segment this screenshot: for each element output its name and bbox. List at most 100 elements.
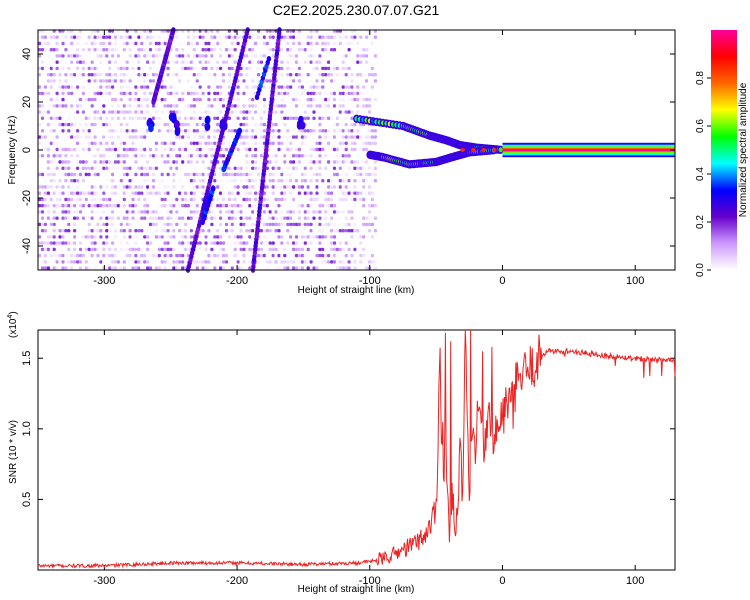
spectrogram-noise-cell [330,154,334,158]
spectrogram-noise-cell [181,122,185,127]
spectrogram-noise-cell [294,97,299,102]
spectrogram-noise-cell [81,191,85,195]
spectrogram-noise-cell [297,247,301,252]
spectrogram-noise-cell [181,241,185,245]
spectrogram-noise-cell [128,141,132,145]
spectrogram-noise-cell [105,79,109,83]
spectrogram-noise-cell [262,110,266,114]
spectrogram-noise-cell [204,222,208,227]
spectrogram-noise-cell [111,141,115,145]
spectrogram-noise-cell [137,110,141,114]
spectrogram-noise-cell [230,48,234,52]
spectrogram-noise-cell [178,79,182,83]
spectrogram-noise-cell [280,41,284,46]
spectrogram-noise-cell [189,241,193,245]
spectrogram-noise-cell [78,204,83,208]
spectrogram-noise-cell [254,54,258,58]
spectrogram-noise-cell [294,210,299,214]
spectrogram-noise-cell [146,266,150,270]
spectrogram-noise-cell [318,91,322,96]
spectrogram-noise-cell [344,41,348,46]
spectrogram-noise-cell [297,210,301,214]
spectrogram-noise-cell [181,216,185,220]
spectrogram-noise-cell [122,216,126,220]
spectrogram-noise-cell [207,97,211,102]
spectrogram-noise-cell [312,147,316,152]
spectrogram-noise-cell [111,191,115,195]
spectrogram-noise-cell [324,48,328,52]
spectrogram-noise-cell [280,110,284,114]
spectrogram-noise-cell [365,166,369,170]
spectrogram-noise-cell [289,210,293,214]
spectrogram-noise-cell [43,41,47,46]
spectrogram-noise-cell [58,235,62,239]
spectrogram-noise-cell [102,191,106,195]
spectrogram-noise-cell [350,204,354,208]
spectrogram-noise-cell [102,241,106,245]
spectrogram-noise-cell [315,185,319,189]
spectrogram-noise-cell [184,147,188,152]
spectrogram-noise-cell [347,166,351,170]
spectrogram-noise-cell [166,154,170,158]
spectrogram-noise-cell [178,160,182,164]
spectrogram-noise-cell [271,41,275,46]
spectrogram-noise-cell [87,97,91,102]
spectrogram-noise-cell [148,253,153,258]
spectrogram-noise-cell [213,48,217,52]
spectrogram-noise-cell [186,241,191,245]
spectrogram-noise-cell [365,54,369,58]
spectrogram-noise-cell [262,129,266,133]
spectrogram-noise-cell [78,247,83,252]
spectrogram-noise-cell [93,166,97,170]
spectrogram-noise-cell [99,41,103,46]
spectrogram-noise-cell [315,79,319,83]
spectrogram-noise-cell [163,247,167,252]
spectrogram-noise-cell [102,266,106,270]
spectrogram-noise-cell [169,141,173,145]
spectrogram-noise-cell [90,210,94,214]
spectrogram-noise-cell [292,222,296,227]
spectrogram-noise-cell [280,85,284,89]
spectrogram-noise-cell [73,166,77,170]
spectrogram-noise-cell [131,60,135,64]
spectrogram-noise-cell [274,129,278,133]
spectrogram-noise-cell [297,222,301,227]
spectrogram-noise-cell [178,41,182,46]
spectrogram-noise-cell [64,147,68,152]
spectrogram-noise-cell [90,135,94,139]
spectrogram-noise-cell [137,197,141,202]
spectrogram-noise-cell [137,235,141,239]
spectrogram-noise-cell [330,185,334,189]
spectrogram-noise-cell [286,41,290,46]
spectrogram-noise-cell [239,135,243,139]
spectrogram-noise-cell [227,197,231,202]
spectrogram-noise-cell [353,147,357,152]
spectrogram-noise-cell [178,260,182,264]
spectrogram-noise-cell [324,235,328,239]
spectrogram-noise-cell [344,229,348,233]
spectrogram-noise-cell [271,129,275,133]
spectrogram-noise-cell [294,147,299,152]
spectrogram-noise-cell [52,210,56,214]
spectrogram-noise-cell [286,179,290,183]
spectrogram-noise-cell [154,41,158,46]
spectrogram-noise-cell [64,179,68,183]
spectrogram-noise-cell [224,35,229,39]
spectrogram-noise-cell [105,54,109,58]
spectrogram-noise-cell [373,166,377,170]
spectrogram-noise-cell [128,253,132,258]
spectrogram-noise-cell [111,147,115,152]
spectrogram-noise-cell [78,160,83,164]
spectrogram-noise-cell [163,260,167,264]
spectrogram-noise-cell [289,54,293,58]
spectrogram-tone-blob [174,128,181,137]
spectrogram-noise-cell [43,253,47,258]
spectrogram-noise-cell [172,172,176,177]
spectrogram-noise-cell [43,241,47,245]
spectrogram-noise-cell [134,35,138,39]
spectrogram-noise-cell [362,147,366,152]
spectrogram-noise-cell [254,160,258,164]
spectrogram-noise-cell [122,172,126,177]
spectrogram-noise-cell [134,191,138,195]
spectrogram-noise-cell [105,60,109,64]
